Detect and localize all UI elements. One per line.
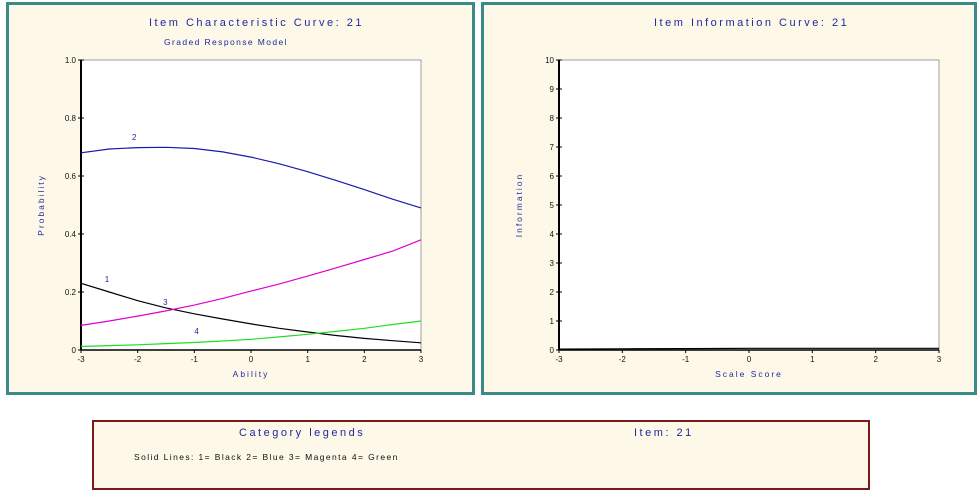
- x-tick-label: -2: [134, 355, 142, 364]
- y-tick-label: 10: [545, 56, 554, 65]
- series-line-2: [80, 146, 422, 209]
- icc-panel: Item Characteristic Curve: 21 Graded Res…: [6, 2, 475, 395]
- y-tick-label: 0.2: [65, 288, 77, 297]
- curve-label-1: 1: [105, 275, 110, 284]
- legend-panel: Category legends Item: 21 Solid Lines: 1…: [92, 420, 870, 490]
- y-tick-label: 7: [550, 143, 555, 152]
- iic-title: Item Information Curve: 21: [654, 17, 849, 29]
- x-tick-label: 3: [937, 355, 942, 364]
- x-tick-label: -1: [191, 355, 199, 364]
- y-tick-label: 0: [550, 346, 555, 355]
- plot-area: [80, 59, 422, 351]
- x-tick-label: -1: [682, 355, 690, 364]
- y-tick-label: 6: [550, 172, 555, 181]
- legend-title: Category legends: [239, 427, 366, 439]
- x-tick-label: 3: [419, 355, 424, 364]
- x-tick-label: 0: [249, 355, 254, 364]
- icc-title: Item Characteristic Curve: 21: [149, 17, 364, 29]
- series-line-information: [558, 347, 939, 350]
- x-axis-label: Scale Score: [715, 369, 783, 379]
- y-tick-label: 2: [550, 288, 555, 297]
- iic-panel: Item Information Curve: 21 -3 -2 -1 0 1 2 3 0 1 2…: [481, 2, 977, 395]
- x-tick-label: 0: [747, 355, 752, 364]
- series-line-1: [80, 282, 422, 344]
- icc-subtitle: Graded Response Model: [164, 37, 288, 47]
- x-tick-label: 2: [873, 355, 878, 364]
- legend-item-label: Item: 21: [634, 427, 694, 439]
- y-tick-label: 1: [550, 317, 555, 326]
- x-tick-label: 1: [810, 355, 815, 364]
- x-tick-label: -2: [619, 355, 627, 364]
- x-tick-label: -3: [77, 355, 85, 364]
- y-tick-label: 0: [72, 346, 77, 355]
- x-tick-label: 1: [305, 355, 310, 364]
- y-tick-label: 0.4: [65, 230, 77, 239]
- y-tick-label: 8: [550, 114, 555, 123]
- y-tick-label: 0.6: [65, 172, 77, 181]
- x-axis-label: Ability: [233, 369, 270, 379]
- y-axis-label: Information: [514, 173, 524, 238]
- plot-area: [558, 59, 940, 351]
- legend-lines: Solid Lines: 1= Black 2= Blue 3= Magenta…: [134, 452, 399, 462]
- y-tick-label: 9: [550, 85, 555, 94]
- y-tick-label: 3: [550, 259, 555, 268]
- curve-label-3: 3: [163, 298, 168, 307]
- y-tick-label: 1.0: [65, 56, 77, 65]
- curve-label-2: 2: [132, 133, 137, 142]
- y-tick-label: 4: [550, 230, 555, 239]
- x-tick-label: 2: [362, 355, 367, 364]
- curve-label-4: 4: [194, 327, 199, 336]
- iic-chart: Item Information Curve: 21 -3 -2 -1 0 1 2 3 0 1 2…: [514, 17, 942, 379]
- icc-chart: Item Characteristic Curve: 21 Graded Res…: [36, 17, 424, 379]
- y-tick-label: 5: [550, 201, 555, 210]
- x-tick-label: -3: [555, 355, 563, 364]
- y-axis-label: Probability: [36, 174, 46, 236]
- series-line-3: [80, 239, 422, 326]
- series-line-4: [80, 320, 422, 348]
- y-tick-label: 0.8: [65, 114, 77, 123]
